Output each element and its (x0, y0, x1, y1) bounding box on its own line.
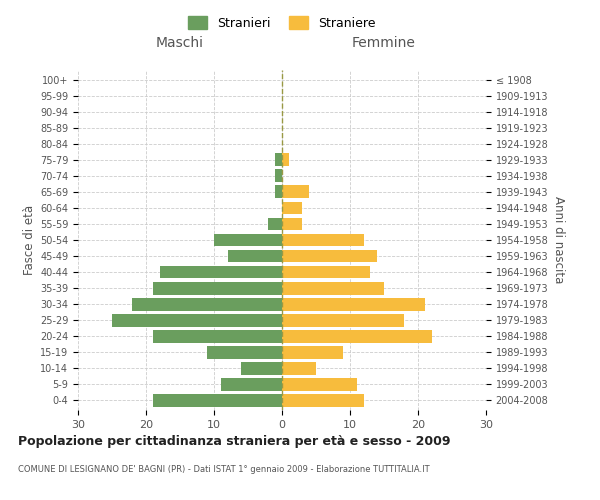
Bar (282, 330, 431, 342)
Bar (282, 314, 404, 326)
Bar (282, 298, 425, 310)
Bar (153, 394, 282, 407)
Bar (282, 202, 302, 214)
Bar (268, 218, 282, 230)
Bar (227, 250, 282, 262)
Y-axis label: Fasce di età: Fasce di età (23, 205, 36, 275)
Bar (160, 266, 282, 278)
Text: Maschi: Maschi (156, 36, 204, 50)
Y-axis label: Anni di nascita: Anni di nascita (552, 196, 565, 284)
Bar (241, 362, 282, 374)
Bar (282, 186, 309, 198)
Bar (275, 170, 282, 182)
Bar (275, 154, 282, 166)
Text: Popolazione per cittadinanza straniera per età e sesso - 2009: Popolazione per cittadinanza straniera p… (18, 435, 451, 448)
Bar (282, 362, 316, 374)
Bar (282, 394, 364, 407)
Bar (282, 218, 302, 230)
Text: Femmine: Femmine (352, 36, 416, 50)
Bar (133, 298, 282, 310)
Bar (282, 154, 289, 166)
Bar (282, 266, 370, 278)
Bar (221, 378, 282, 391)
Bar (112, 314, 282, 326)
Bar (282, 250, 377, 262)
Bar (207, 346, 282, 358)
Bar (214, 234, 282, 246)
Bar (282, 378, 357, 391)
Bar (282, 234, 364, 246)
Bar (282, 346, 343, 358)
Bar (282, 282, 384, 294)
Bar (153, 330, 282, 342)
Bar (275, 186, 282, 198)
Legend: Stranieri, Straniere: Stranieri, Straniere (184, 11, 380, 35)
Bar (153, 282, 282, 294)
Text: COMUNE DI LESIGNANO DE' BAGNI (PR) - Dati ISTAT 1° gennaio 2009 - Elaborazione T: COMUNE DI LESIGNANO DE' BAGNI (PR) - Dat… (18, 465, 430, 474)
